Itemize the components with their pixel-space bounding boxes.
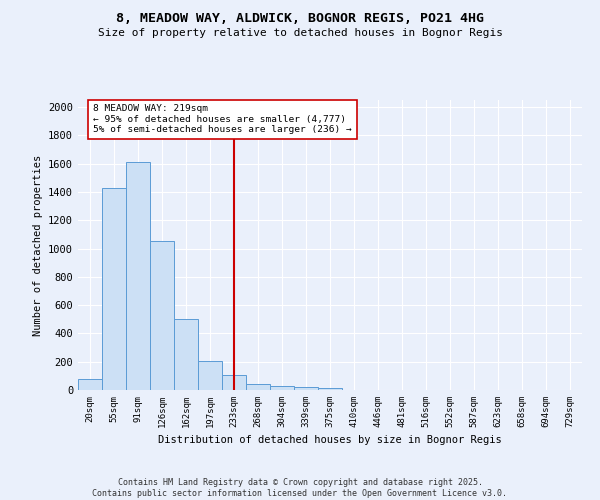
Text: 8, MEADOW WAY, ALDWICK, BOGNOR REGIS, PO21 4HG: 8, MEADOW WAY, ALDWICK, BOGNOR REGIS, PO… xyxy=(116,12,484,26)
X-axis label: Distribution of detached houses by size in Bognor Regis: Distribution of detached houses by size … xyxy=(158,436,502,446)
Bar xyxy=(126,162,150,390)
Bar xyxy=(222,375,246,390)
Bar xyxy=(150,242,174,390)
Bar xyxy=(198,361,222,390)
Text: Contains HM Land Registry data © Crown copyright and database right 2025.
Contai: Contains HM Land Registry data © Crown c… xyxy=(92,478,508,498)
Bar xyxy=(174,320,198,390)
Bar xyxy=(270,386,294,390)
Bar xyxy=(102,188,126,390)
Bar xyxy=(294,388,318,390)
Bar xyxy=(246,384,270,390)
Bar xyxy=(318,388,342,390)
Bar xyxy=(78,378,102,390)
Text: 8 MEADOW WAY: 219sqm
← 95% of detached houses are smaller (4,777)
5% of semi-det: 8 MEADOW WAY: 219sqm ← 95% of detached h… xyxy=(93,104,352,134)
Y-axis label: Number of detached properties: Number of detached properties xyxy=(32,154,43,336)
Text: Size of property relative to detached houses in Bognor Regis: Size of property relative to detached ho… xyxy=(97,28,503,38)
